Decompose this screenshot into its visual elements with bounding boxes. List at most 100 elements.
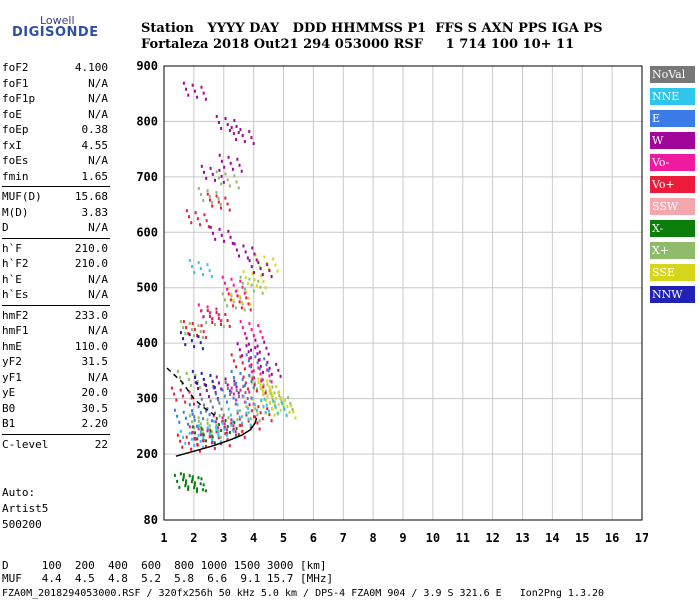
data-point — [230, 277, 233, 281]
param-label: fxI — [2, 138, 22, 152]
data-point — [247, 282, 250, 286]
data-point — [206, 192, 209, 196]
data-point — [244, 391, 247, 395]
data-point — [218, 414, 221, 418]
data-point — [205, 409, 208, 413]
data-point — [227, 416, 230, 420]
param-row: fmin 1.65 — [2, 169, 108, 184]
data-point — [182, 410, 185, 414]
data-point — [223, 425, 226, 429]
data-point — [187, 377, 190, 381]
data-point — [184, 441, 187, 445]
data-point — [249, 423, 252, 427]
data-point — [239, 275, 242, 279]
data-point — [182, 81, 185, 85]
data-point — [182, 320, 185, 324]
data-point — [184, 416, 187, 420]
ionogram-chart: 1 2 3 4 5 6 7 8 9 10 11 12 13 14 15 16 17802003004005006… — [136, 59, 648, 545]
data-point — [223, 394, 226, 398]
data-point — [220, 174, 223, 178]
data-point — [232, 392, 235, 396]
data-point — [250, 328, 253, 332]
data-point — [206, 407, 209, 411]
param-row: C-level 22 — [2, 437, 108, 452]
data-point — [255, 284, 258, 288]
data-point — [193, 345, 196, 349]
param-row: fxI 4.55 — [2, 138, 108, 153]
param-row: foF2 4.100 — [2, 60, 108, 75]
data-point — [211, 405, 214, 409]
data-point — [202, 199, 205, 203]
data-point — [199, 439, 202, 443]
data-point — [211, 317, 214, 321]
data-point — [261, 389, 264, 393]
data-point — [182, 337, 185, 341]
data-point — [257, 366, 260, 370]
data-point — [274, 405, 277, 409]
data-point — [210, 430, 213, 434]
data-point — [211, 204, 214, 208]
data-point — [244, 250, 247, 254]
param-separator — [2, 304, 110, 306]
data-point — [284, 398, 287, 402]
data-point — [209, 399, 212, 403]
data-point — [199, 393, 202, 397]
data-point — [231, 167, 234, 171]
param-label: yE — [2, 386, 16, 399]
data-point — [218, 401, 221, 405]
data-point — [264, 398, 267, 402]
data-point — [229, 235, 232, 239]
data-point — [188, 215, 191, 219]
data-point — [179, 331, 182, 335]
data-point — [238, 254, 241, 258]
param-separator — [2, 186, 110, 187]
data-point — [193, 443, 196, 447]
param-row: foEs N/A — [2, 153, 108, 168]
param-row: h`F2 210.0 — [2, 256, 108, 271]
data-point — [237, 186, 240, 190]
data-point — [198, 449, 201, 453]
data-point — [273, 391, 276, 395]
data-point — [248, 390, 251, 394]
data-point — [288, 410, 291, 414]
data-point — [244, 400, 247, 404]
data-point — [197, 405, 200, 409]
data-point — [265, 403, 268, 407]
data-point — [248, 364, 251, 368]
data-point — [214, 322, 216, 326]
data-point — [268, 413, 271, 417]
data-point — [179, 320, 182, 324]
data-point — [236, 418, 239, 422]
data-point — [188, 390, 191, 394]
param-label: hmF1 — [2, 324, 29, 337]
data-point — [253, 402, 256, 406]
data-point — [191, 420, 194, 424]
data-point — [205, 320, 208, 324]
param-value: 22 — [94, 437, 108, 451]
data-point — [229, 413, 232, 417]
data-point — [202, 483, 205, 487]
data-point — [206, 421, 209, 425]
data-point — [199, 422, 202, 426]
data-point — [258, 419, 261, 423]
y-tick-label: 900 — [136, 59, 158, 73]
data-point — [233, 118, 236, 122]
data-point — [241, 285, 244, 289]
data-point — [221, 275, 224, 279]
data-point — [202, 428, 205, 432]
data-point — [219, 440, 222, 444]
data-point — [257, 261, 260, 265]
data-point — [212, 414, 215, 418]
data-point — [248, 403, 251, 407]
data-point — [245, 413, 248, 417]
data-point — [193, 426, 196, 430]
param-row: yF2 31.5 — [2, 354, 108, 369]
data-point — [229, 161, 232, 165]
data-point — [208, 395, 211, 399]
y-tick-label: 200 — [136, 447, 158, 461]
data-point — [211, 433, 214, 437]
data-point — [212, 419, 215, 423]
data-point — [188, 322, 191, 326]
data-point — [235, 124, 238, 128]
data-point — [187, 93, 190, 97]
